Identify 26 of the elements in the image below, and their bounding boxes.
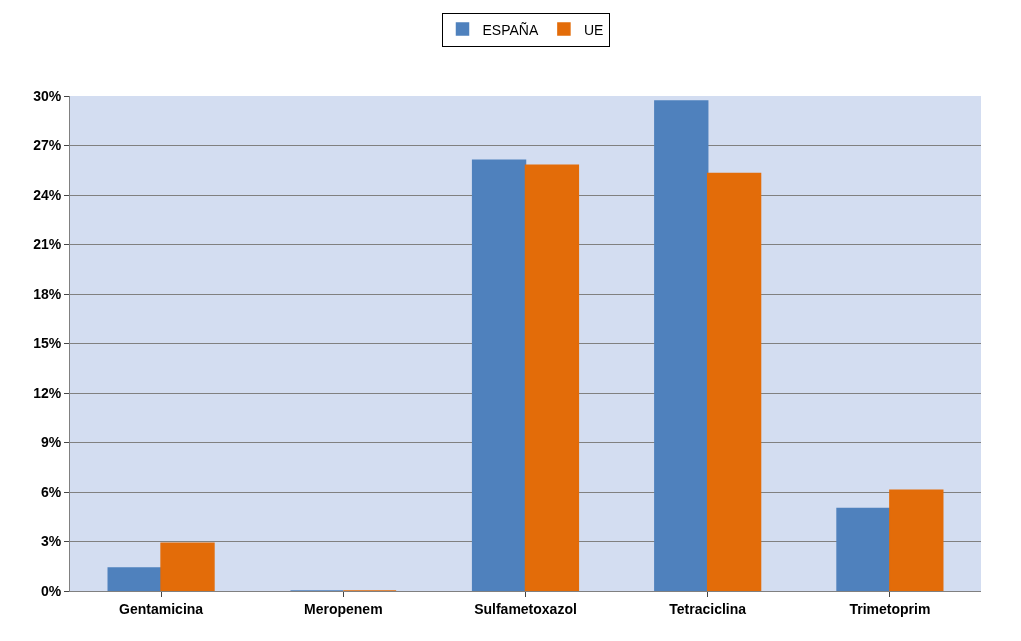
y-tick-label: 21% bbox=[33, 236, 62, 253]
y-tick-label: 27% bbox=[33, 137, 62, 154]
x-tick-label: Sulfametoxazol bbox=[474, 600, 577, 617]
y-tick-label: 0% bbox=[40, 582, 62, 599]
legend-label: UE bbox=[583, 21, 604, 38]
bar bbox=[836, 507, 891, 591]
bar bbox=[160, 542, 215, 591]
y-tick-label: 6% bbox=[40, 483, 62, 500]
x-tick-label: Gentamicina bbox=[119, 600, 204, 617]
bar bbox=[889, 489, 944, 591]
y-tick-label: 3% bbox=[40, 533, 62, 550]
y-tick-label: 30% bbox=[33, 87, 62, 104]
y-tick-label: 12% bbox=[33, 384, 62, 401]
y-tick-label: 15% bbox=[33, 335, 62, 352]
bar bbox=[706, 172, 762, 591]
bar bbox=[524, 164, 580, 591]
y-tick-label: 24% bbox=[33, 186, 62, 203]
x-tick-label: Trimetoprim bbox=[849, 600, 931, 617]
y-tick-label: 9% bbox=[40, 434, 62, 451]
bar bbox=[107, 567, 162, 591]
bar bbox=[471, 159, 527, 591]
bar bbox=[654, 100, 709, 591]
x-tick-label: Meropenem bbox=[304, 600, 383, 617]
x-tick-label: Tetraciclina bbox=[669, 600, 747, 617]
legend-label: ESPAÑA bbox=[482, 21, 539, 38]
y-tick-label: 18% bbox=[33, 285, 62, 302]
